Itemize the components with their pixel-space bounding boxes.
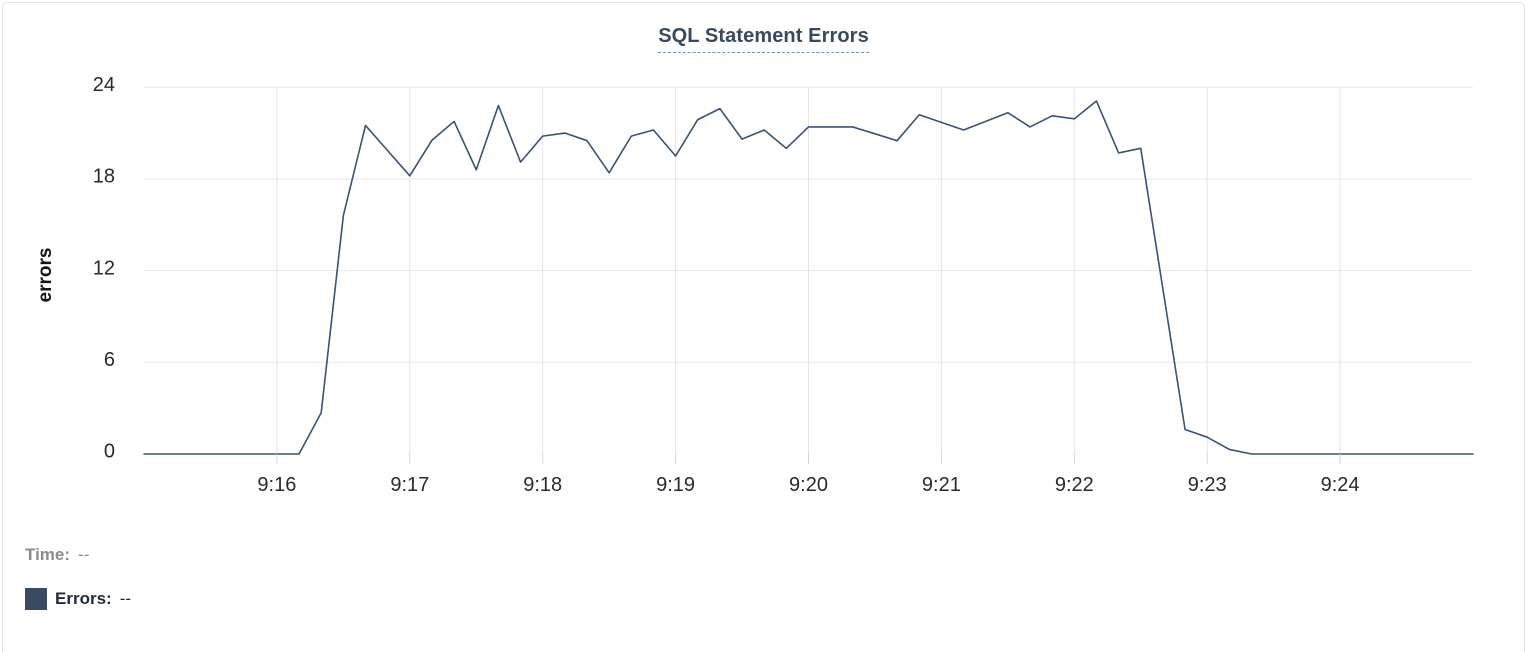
svg-text:9:17: 9:17 bbox=[390, 474, 429, 496]
svg-text:errors: errors bbox=[35, 248, 56, 303]
svg-text:9:22: 9:22 bbox=[1055, 474, 1094, 496]
svg-text:9:18: 9:18 bbox=[523, 474, 562, 496]
svg-text:0: 0 bbox=[104, 441, 115, 463]
svg-text:24: 24 bbox=[93, 74, 115, 96]
svg-text:9:16: 9:16 bbox=[257, 474, 296, 496]
svg-text:18: 18 bbox=[93, 166, 115, 188]
svg-text:6: 6 bbox=[104, 349, 115, 371]
svg-text:12: 12 bbox=[93, 257, 115, 279]
svg-text:9:24: 9:24 bbox=[1321, 474, 1360, 496]
svg-text:9:23: 9:23 bbox=[1188, 474, 1227, 496]
svg-text:9:19: 9:19 bbox=[656, 474, 695, 496]
svg-text:9:21: 9:21 bbox=[922, 474, 961, 496]
svg-text:9:20: 9:20 bbox=[789, 474, 828, 496]
